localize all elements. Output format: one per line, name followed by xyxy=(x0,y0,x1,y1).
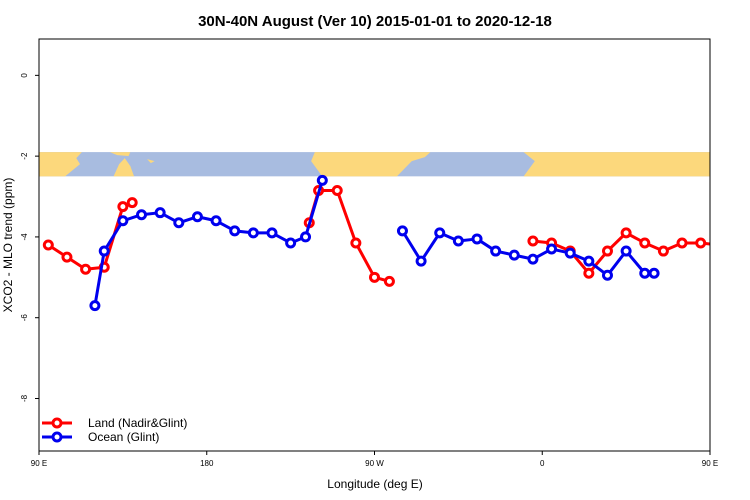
series-0-line-1 xyxy=(307,188,390,283)
series-1-point-0-10 xyxy=(266,227,278,239)
x-tick-label-1: 180 xyxy=(200,459,214,468)
series-layer xyxy=(42,174,742,312)
axes-layer: 90 E 180 90 W 0 90 E 0 -2 -4 -6 -8 xyxy=(20,73,718,468)
series-0-point-1-2 xyxy=(331,184,343,196)
series-1-point-0-4 xyxy=(154,207,166,219)
chart-title: 30N-40N August (Ver 10) 2015-01-01 to 20… xyxy=(198,13,552,30)
series-1-point-0-12 xyxy=(300,231,312,243)
y-tick-label-1: -2 xyxy=(20,152,29,160)
map-strip-land-1 xyxy=(113,158,135,177)
legend-marker-land xyxy=(51,417,63,429)
x-tick-label-3: 0 xyxy=(540,459,545,468)
legend-label-ocean: Ocean (Glint) xyxy=(88,430,159,444)
series-1-point-1-5 xyxy=(490,245,502,257)
series-0-point-2-9 xyxy=(695,237,707,249)
series-1-point-0-0 xyxy=(89,300,101,312)
y-tick-label-4: -8 xyxy=(20,394,29,402)
x-tick-label-2: 90 W xyxy=(365,459,384,468)
series-1-point-1-7 xyxy=(527,253,539,265)
series-1-point-0-9 xyxy=(247,227,259,239)
series-0-point-2-3 xyxy=(583,267,595,279)
series-0-point-0-0 xyxy=(42,239,54,251)
series-1-point-0-7 xyxy=(210,215,222,227)
y-tick-label-2: -4 xyxy=(20,233,29,241)
series-1-point-0-11 xyxy=(285,237,297,249)
series-0-point-2-4 xyxy=(601,245,613,257)
map-strip-land-2 xyxy=(109,152,131,157)
x-tick-label-4: 90 E xyxy=(702,459,718,468)
map-strip-land-0 xyxy=(39,152,82,177)
y-tick-label-3: -6 xyxy=(20,314,29,322)
series-0-point-0-4 xyxy=(117,201,129,213)
series-1-point-1-6 xyxy=(508,249,520,261)
y-tick-label-0: 0 xyxy=(20,73,29,78)
series-0-point-2-7 xyxy=(657,245,669,257)
series-0-point-0-2 xyxy=(80,263,92,275)
series-0-point-2-8 xyxy=(676,237,688,249)
legend-marker-ocean xyxy=(51,431,63,443)
series-1-point-1-2 xyxy=(434,227,446,239)
series-1-point-1-9 xyxy=(564,247,576,259)
series-1-point-1-12 xyxy=(620,245,632,257)
series-0-line-0 xyxy=(47,201,133,271)
legend: Land (Nadir&Glint) Ocean (Glint) xyxy=(42,416,187,444)
series-1-point-0-1 xyxy=(98,245,110,257)
map-strip xyxy=(39,152,710,177)
series-1-point-0-2 xyxy=(117,215,129,227)
x-tick-label-0: 90 E xyxy=(31,459,47,468)
series-0-point-1-4 xyxy=(369,271,380,283)
series-0-point-0-1 xyxy=(61,251,73,263)
series-1-point-1-13 xyxy=(639,267,651,279)
series-1-point-1-8 xyxy=(546,243,558,255)
series-1-point-1-1 xyxy=(415,255,427,267)
series-0-point-2-0 xyxy=(527,235,539,247)
plot-frame xyxy=(38,38,711,452)
series-1-point-0-5 xyxy=(173,217,185,229)
series-0-line-2 xyxy=(532,231,710,275)
series-1-point-1-14 xyxy=(648,267,660,279)
series-1-point-0-8 xyxy=(229,225,241,237)
series-0-point-2-11 xyxy=(734,253,742,261)
series-1-point-0-13 xyxy=(316,174,328,186)
map-strip-land-3 xyxy=(147,159,155,164)
series-0-point-2-10 xyxy=(715,241,723,249)
x-axis-label: Longitude (deg E) xyxy=(327,477,422,491)
series-1-point-1-11 xyxy=(601,269,613,281)
map-strip-land-5 xyxy=(523,152,710,177)
y-axis-label: XCO2 - MLO trend (ppm) xyxy=(1,178,15,313)
series-0-point-1-3 xyxy=(350,237,362,249)
map-strip-land-4 xyxy=(311,152,431,177)
series-1-point-0-3 xyxy=(136,209,148,221)
legend-label-land: Land (Nadir&Glint) xyxy=(88,416,187,430)
series-1-point-0-6 xyxy=(191,211,203,223)
series-1-point-1-4 xyxy=(471,233,483,245)
series-0-point-1-5 xyxy=(383,275,395,287)
series-0-point-2-6 xyxy=(639,237,651,249)
series-0-point-0-5 xyxy=(126,197,138,209)
series-0-point-2-5 xyxy=(620,227,632,239)
series-1-point-1-10 xyxy=(583,255,595,267)
series-1-point-1-0 xyxy=(396,225,408,237)
series-1-point-1-3 xyxy=(452,235,464,247)
